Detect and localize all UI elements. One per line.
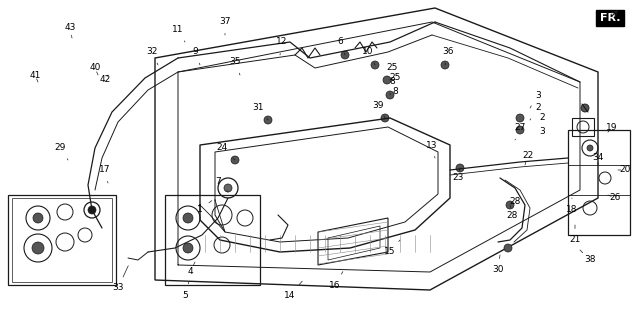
Text: 28: 28 — [506, 205, 518, 220]
Text: 6: 6 — [337, 37, 345, 55]
Circle shape — [183, 243, 193, 253]
Text: 5: 5 — [182, 282, 189, 300]
Text: 18: 18 — [566, 198, 578, 214]
Circle shape — [371, 61, 379, 69]
Text: 14: 14 — [284, 281, 302, 300]
Text: 12: 12 — [276, 37, 288, 55]
Text: 24: 24 — [216, 143, 235, 160]
Text: 41: 41 — [29, 70, 41, 82]
Text: 43: 43 — [64, 23, 76, 38]
Text: 9: 9 — [192, 47, 200, 65]
Text: FR.: FR. — [600, 13, 620, 23]
Text: 7: 7 — [215, 178, 228, 192]
Text: 20: 20 — [618, 165, 630, 174]
Text: 22: 22 — [522, 150, 534, 165]
Text: 3: 3 — [539, 127, 545, 137]
Text: 31: 31 — [252, 103, 268, 120]
Text: 15: 15 — [384, 240, 400, 257]
Bar — [12, 198, 112, 282]
Circle shape — [516, 126, 524, 134]
Text: 42: 42 — [99, 75, 111, 84]
Circle shape — [341, 51, 349, 59]
Text: 29: 29 — [54, 143, 68, 160]
Text: 25: 25 — [387, 63, 397, 80]
Text: 16: 16 — [329, 272, 343, 290]
Text: 27: 27 — [515, 124, 525, 140]
Bar — [572, 118, 594, 136]
Text: 26: 26 — [608, 194, 621, 203]
Text: 33: 33 — [112, 266, 128, 292]
Text: 39: 39 — [372, 100, 385, 118]
Text: 30: 30 — [492, 255, 504, 275]
Text: 3: 3 — [530, 91, 541, 108]
Text: 13: 13 — [426, 140, 438, 158]
Text: 11: 11 — [172, 26, 185, 42]
Text: 2: 2 — [530, 103, 541, 120]
Circle shape — [581, 104, 589, 112]
Circle shape — [32, 242, 44, 254]
Circle shape — [383, 76, 391, 84]
Text: 35: 35 — [229, 58, 241, 75]
Circle shape — [231, 156, 239, 164]
Circle shape — [264, 116, 272, 124]
Circle shape — [386, 91, 394, 99]
Text: 34: 34 — [592, 154, 604, 165]
Text: 37: 37 — [220, 18, 231, 35]
Text: 38: 38 — [580, 250, 596, 265]
Circle shape — [88, 206, 96, 214]
Circle shape — [33, 213, 43, 223]
Circle shape — [224, 184, 232, 192]
Circle shape — [504, 244, 512, 252]
Circle shape — [587, 145, 593, 151]
Bar — [568, 130, 630, 235]
Text: 2: 2 — [539, 114, 545, 123]
Text: 8: 8 — [389, 77, 395, 95]
Text: 32: 32 — [147, 47, 158, 65]
Text: 25: 25 — [389, 74, 401, 83]
Text: 4: 4 — [187, 262, 195, 276]
Text: 17: 17 — [99, 165, 111, 183]
Circle shape — [183, 213, 193, 223]
Text: 23: 23 — [452, 168, 464, 182]
Bar — [8, 195, 116, 285]
Circle shape — [456, 164, 464, 172]
Text: 28: 28 — [509, 197, 521, 206]
Circle shape — [516, 114, 524, 122]
Text: 36: 36 — [442, 47, 454, 65]
Text: 19: 19 — [606, 124, 618, 132]
Text: 1: 1 — [197, 201, 212, 214]
Text: 10: 10 — [362, 47, 375, 65]
Circle shape — [441, 61, 449, 69]
Text: 8: 8 — [392, 87, 398, 97]
Text: 40: 40 — [90, 63, 100, 75]
Bar — [165, 195, 260, 285]
Circle shape — [506, 201, 514, 209]
Circle shape — [381, 114, 389, 122]
Text: 21: 21 — [570, 225, 580, 244]
